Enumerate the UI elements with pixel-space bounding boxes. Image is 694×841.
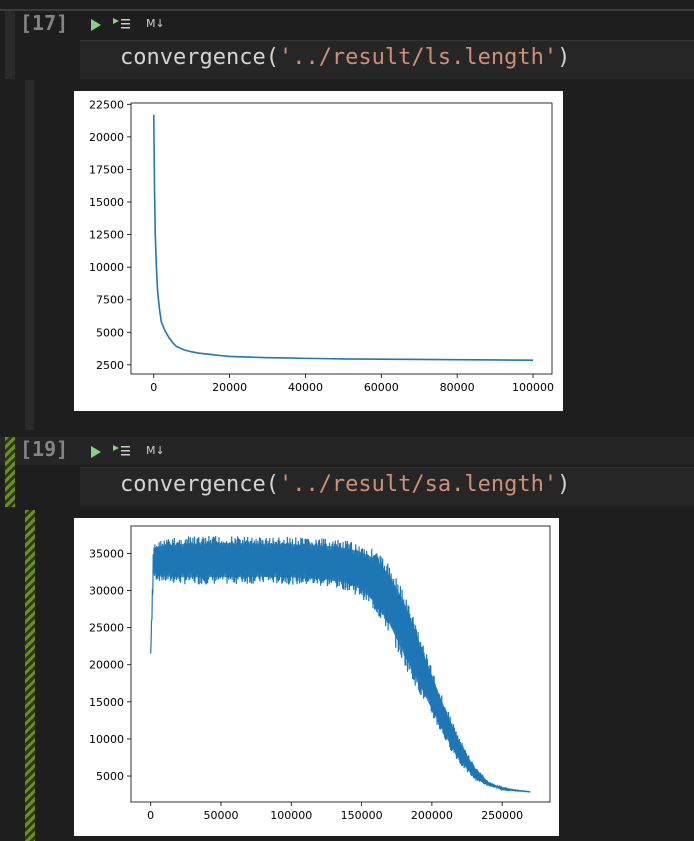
x-tick-label: 250000 [481, 809, 523, 822]
chart-ls-svg: 0 20000 40000 60000 80000 100000 2500 5000 7500 1… [89, 98, 554, 394]
markdown-toggle[interactable]: M↓ [146, 444, 165, 457]
x-tick-label: 80000 [440, 381, 475, 394]
x-tick-label: 60000 [364, 381, 399, 394]
code-func: convergence( [120, 45, 279, 70]
x-tick-label: 100000 [512, 381, 554, 394]
y-tick-label: 35000 [89, 547, 124, 560]
cell-gutter [5, 11, 15, 79]
output-gutter [25, 80, 34, 430]
x-tick-label: 50000 [203, 809, 238, 822]
cell-toolbar [0, 11, 694, 39]
code-editor[interactable]: convergence('../result/sa.length') [80, 467, 694, 506]
output-plot-sa: 0 50000 100000 150000 200000 250000 5000 10000 1… [74, 518, 559, 836]
output-plot-ls: 0 20000 40000 60000 80000 100000 2500 5000 7500 1… [74, 91, 563, 411]
y-tick-label: 10000 [89, 733, 124, 746]
y-tick-label: 10000 [89, 261, 124, 274]
x-tick-label: 0 [150, 381, 157, 394]
code-string: '../result/sa.length' [278, 472, 558, 497]
code-close: ) [557, 472, 571, 497]
cell-toolbar [0, 437, 694, 465]
y-tick-label: 2500 [96, 359, 124, 372]
execution-count: [17] [20, 11, 69, 35]
markdown-toggle[interactable]: M↓ [146, 17, 165, 30]
y-tick-label: 30000 [89, 585, 124, 598]
series-band-fill [153, 543, 531, 792]
run-icon[interactable] [91, 446, 101, 458]
y-tick-label: 25000 [89, 622, 124, 635]
code-string: '../result/ls.length' [278, 45, 558, 70]
x-tick-label: 40000 [288, 381, 323, 394]
y-tick-label: 5000 [96, 770, 124, 783]
x-tick-label: 20000 [212, 381, 247, 394]
code-line: convergence('../result/sa.length') [120, 472, 570, 497]
y-tick-label: 15000 [89, 696, 124, 709]
series-band [150, 535, 531, 793]
code-editor[interactable]: convergence('../result/ls.length') [80, 40, 694, 79]
x-tick-label: 150000 [341, 809, 383, 822]
y-tick-label: 17500 [89, 163, 124, 176]
y-tick-label: 20000 [89, 131, 124, 144]
run-icon[interactable] [91, 19, 101, 31]
output-modified-indicator [25, 510, 35, 841]
run-below-icon[interactable] [113, 444, 133, 458]
x-tick-label: 0 [147, 809, 154, 822]
y-tick-label: 7500 [96, 294, 124, 307]
x-tick-label: 200000 [411, 809, 453, 822]
cell-modified-indicator [5, 437, 15, 507]
y-tick-label: 15000 [89, 196, 124, 209]
y-tick-label: 22500 [89, 98, 124, 111]
execution-count: [19] [20, 437, 69, 461]
series-line [152, 114, 534, 361]
axes-frame [130, 525, 551, 803]
y-tick-label: 5000 [96, 326, 124, 339]
notebook-top-border [0, 9, 694, 11]
y-tick-label: 20000 [89, 659, 124, 672]
run-below-icon[interactable] [113, 17, 133, 31]
code-close: ) [557, 45, 571, 70]
chart-sa-svg: 0 50000 100000 150000 200000 250000 5000 10000 1… [89, 525, 551, 822]
axes-frame [130, 102, 553, 375]
code-func: convergence( [120, 472, 279, 497]
code-line: convergence('../result/ls.length') [120, 45, 570, 70]
y-tick-label: 12500 [89, 229, 124, 242]
x-tick-label: 100000 [270, 809, 312, 822]
